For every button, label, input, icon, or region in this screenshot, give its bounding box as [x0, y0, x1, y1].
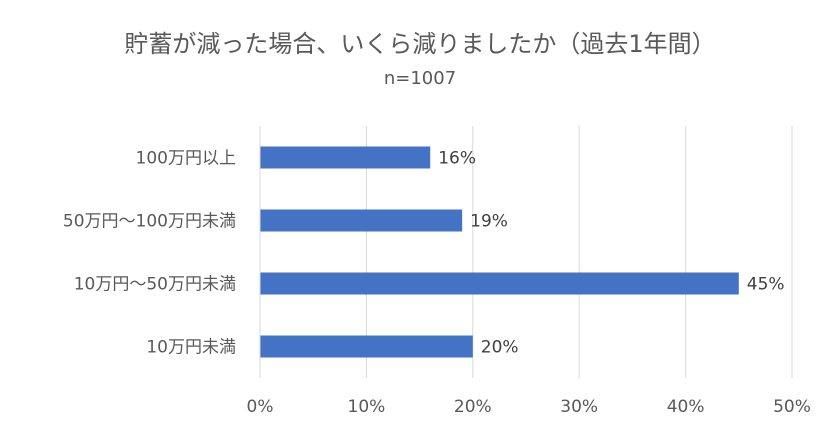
bar-3: [260, 335, 473, 358]
bar-1: [260, 209, 463, 232]
x-tick-label-4: 40%: [667, 397, 705, 417]
x-tick-label-2: 20%: [454, 397, 492, 417]
data-label-0: 16%: [438, 149, 476, 169]
category-label-1: 50万円〜100万円未満: [63, 212, 236, 232]
data-label-1: 19%: [470, 212, 508, 232]
chart-subtitle: n=1007: [383, 68, 457, 89]
category-label-0: 100万円以上: [136, 149, 236, 169]
bar-0: [260, 146, 431, 169]
bar-2: [260, 272, 739, 295]
x-tick-label-1: 10%: [348, 397, 386, 417]
data-label-3: 20%: [481, 338, 519, 358]
x-tick-label-3: 30%: [560, 397, 598, 417]
data-label-2: 45%: [747, 275, 785, 295]
category-label-2: 10万円〜50万円未満: [74, 275, 236, 295]
chart-title: 貯蓄が減った場合、いくら減りましたか（過去1年間）: [124, 30, 716, 58]
category-label-3: 10万円未満: [146, 338, 236, 358]
x-tick-label-0: 0%: [247, 397, 274, 417]
x-tick-label-5: 50%: [773, 397, 811, 417]
